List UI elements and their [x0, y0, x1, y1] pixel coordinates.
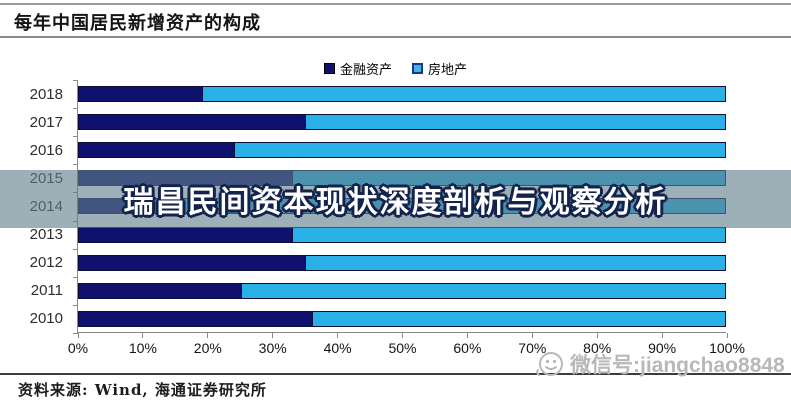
x-axis-label-10%: 10% — [128, 340, 157, 356]
y-axis-tick — [73, 276, 78, 278]
x-axis-tick — [531, 333, 533, 338]
chart-title: 每年中国居民新增资产的构成 — [14, 13, 261, 34]
title-divider — [0, 36, 791, 38]
watermark-text: 微信号:jiangchao8848 — [570, 354, 785, 377]
legend-label-realestate: 房地产 — [428, 63, 468, 78]
x-axis-tick — [661, 333, 663, 338]
x-axis-tick — [596, 333, 598, 338]
x-axis-label-90%: 90% — [648, 340, 677, 356]
wechat-emoji-icon — [536, 352, 563, 376]
segment-financial-2016 — [79, 143, 235, 158]
x-axis-tick — [77, 333, 79, 338]
year-label-2016: 2016 — [29, 141, 63, 159]
segment-realestate-2010 — [311, 311, 725, 326]
x-axis-label-30%: 30% — [258, 340, 287, 356]
stacked-bar-2010 — [78, 310, 726, 327]
x-axis-tick — [142, 333, 144, 338]
legend-label-financial: 金融资产 — [339, 63, 392, 78]
x-axis-label-50%: 50% — [388, 340, 417, 356]
x-axis-tick — [337, 333, 339, 338]
segment-financial-2010 — [79, 311, 312, 326]
chart-row-2011: 2011 — [31, 277, 726, 305]
x-axis-label-80%: 80% — [583, 340, 612, 356]
segment-financial-2011 — [79, 283, 241, 298]
headline-overlay-banner: 瑞昌民间资本现状深度剖析与观察分析 — [0, 170, 791, 228]
x-axis-label-20%: 20% — [193, 340, 222, 356]
y-axis-tick — [73, 304, 78, 306]
x-axis-tick — [207, 333, 209, 338]
year-label-2011: 2011 — [30, 282, 63, 300]
x-axis-label-100%: 100% — [709, 340, 745, 356]
stacked-bar-2016 — [78, 142, 726, 159]
legend-swatch-realestate-icon — [412, 63, 423, 74]
segment-realestate-2016 — [234, 143, 725, 158]
chart-row-2017: 2017 — [30, 108, 726, 136]
stacked-bar-2011 — [78, 282, 726, 299]
chart-row-2012: 2012 — [30, 249, 726, 277]
footer-divider — [0, 373, 791, 375]
top-divider — [0, 3, 791, 5]
segment-realestate-2013 — [292, 227, 725, 242]
year-label-2012: 2012 — [29, 254, 63, 272]
source-note: 资料来源: Wind, 海通证券研究所 — [18, 381, 267, 399]
legend-item-financial: 金融资产 — [323, 59, 392, 78]
x-axis-label-0%: 0% — [67, 340, 89, 356]
headline-text: 瑞昌民间资本现状深度剖析与观察分析 — [123, 186, 668, 219]
x-axis-label-40%: 40% — [323, 340, 352, 356]
segment-realestate-2017 — [305, 115, 725, 130]
x-axis-tick — [726, 333, 728, 338]
x-axis-tick — [402, 333, 403, 338]
stacked-bar-2012 — [78, 254, 726, 271]
y-axis-tick — [73, 80, 78, 81]
segment-realestate-2018 — [201, 87, 725, 102]
legend-swatch-financial-icon — [323, 63, 335, 74]
segment-realestate-2012 — [305, 255, 725, 270]
x-axis-label-70%: 70% — [518, 340, 547, 356]
stacked-bar-2018 — [78, 86, 726, 103]
x-axis-label-60%: 60% — [453, 340, 482, 356]
chart-legend: 金融资产 房地产 — [0, 59, 791, 78]
chart-row-2018: 2018 — [30, 80, 726, 108]
y-axis-tick — [73, 333, 78, 334]
year-label-2013: 2013 — [29, 226, 63, 244]
y-axis-tick — [73, 164, 78, 166]
y-axis-tick — [73, 136, 78, 138]
y-axis-tick — [73, 108, 78, 110]
segment-realestate-2011 — [240, 283, 725, 298]
x-axis-tick — [466, 333, 468, 338]
year-label-2010: 2010 — [29, 310, 63, 328]
segment-financial-2017 — [79, 115, 306, 130]
watermark: 微信号:jiangchao8848 — [534, 349, 785, 379]
legend-item-realestate: 房地产 — [412, 59, 467, 78]
year-label-2018: 2018 — [29, 85, 63, 103]
stacked-bar-2013 — [78, 226, 726, 243]
chart-row-2016: 2016 — [30, 136, 726, 164]
y-axis-tick — [73, 248, 78, 250]
year-label-2017: 2017 — [29, 113, 63, 131]
chart-row-2010: 2010 — [30, 305, 726, 333]
x-axis-tick — [272, 333, 274, 338]
segment-financial-2018 — [79, 87, 202, 102]
segment-financial-2012 — [79, 255, 306, 270]
stacked-bar-2017 — [78, 114, 726, 131]
segment-financial-2013 — [79, 227, 293, 242]
